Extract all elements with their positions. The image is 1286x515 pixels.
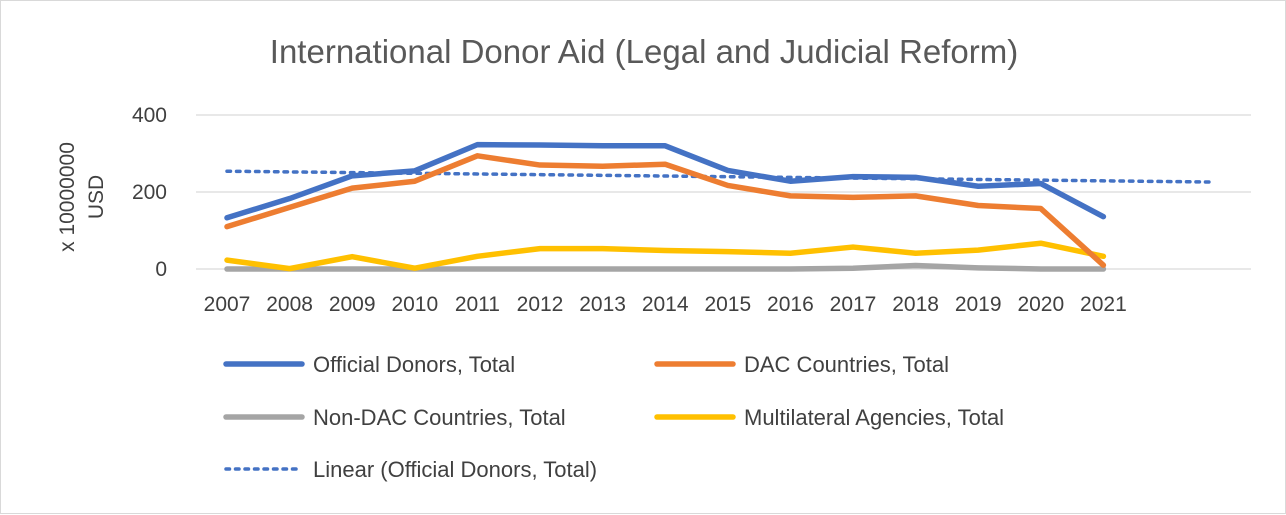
series-line-multilateral-agencies-total — [224, 240, 1107, 272]
y-axis-label-line2: USD — [85, 175, 108, 219]
x-tick-label: 2018 — [892, 293, 939, 316]
series-line-dac-countries-total — [224, 153, 1107, 268]
series-lines — [224, 141, 1107, 272]
x-tick-label: 2019 — [955, 293, 1002, 316]
x-tick-label: 2011 — [455, 293, 500, 316]
x-tick-labels: 2007 2008 2009 2010 2011 2012 2013 2014 2015 2016… — [204, 293, 1127, 316]
legend-label: DAC Countries, Total — [744, 352, 949, 377]
x-tick-label: 2008 — [266, 293, 313, 316]
series-line-non-dac-countries-total — [224, 262, 1107, 272]
x-tick-label: 2015 — [704, 293, 751, 316]
chart-title: International Donor Aid (Legal and Judic… — [270, 33, 1018, 70]
y-tick-label: 200 — [132, 181, 167, 204]
series-line-official-donors-total — [224, 141, 1107, 221]
x-tick-label: 2010 — [391, 293, 438, 316]
x-tick-label: 2014 — [642, 293, 689, 316]
gridlines — [196, 114, 1251, 270]
x-tick-label: 2007 — [204, 293, 251, 316]
y-tick-label: 0 — [155, 258, 167, 281]
legend-label-trendline: Linear (Official Donors, Total) — [313, 457, 597, 482]
x-tick-label: 2012 — [517, 293, 564, 316]
x-tick-label: 2013 — [579, 293, 626, 316]
y-tick-labels: 0 200 400 — [132, 104, 167, 281]
x-tick-label: 2021 — [1080, 293, 1127, 316]
legend-label: Multilateral Agencies, Total — [744, 405, 1004, 430]
legend-label: Official Donors, Total — [313, 352, 515, 377]
legend-label: Non-DAC Countries, Total — [313, 405, 566, 430]
y-axis-label-line1: x 10000000 — [56, 142, 79, 252]
x-tick-label: 2009 — [329, 293, 376, 316]
x-tick-label: 2020 — [1017, 293, 1064, 316]
y-tick-label: 400 — [132, 104, 167, 127]
legend: Official Donors, Total DAC Countries, Tot… — [223, 352, 1004, 482]
x-tick-label: 2016 — [767, 293, 814, 316]
x-tick-label: 2017 — [830, 293, 877, 316]
